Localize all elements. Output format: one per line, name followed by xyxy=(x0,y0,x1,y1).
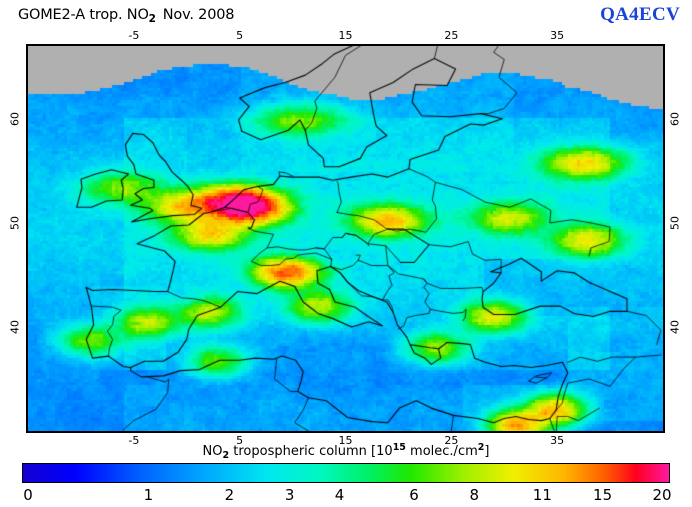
x-top-tick-label: 5 xyxy=(236,29,244,42)
colorbar-tick-label: 6 xyxy=(409,486,419,504)
x-bottom-tick-label: -5 xyxy=(128,434,140,447)
qa4ecv-logo: QA4ECV xyxy=(600,4,680,25)
x-bottom-tick-label: 15 xyxy=(338,434,353,447)
x-top-tick-label: 25 xyxy=(444,29,459,42)
x-top-tick-label: -5 xyxy=(128,29,140,42)
x-top-tick-label: 35 xyxy=(550,29,565,42)
colorbar-gradient xyxy=(23,464,669,482)
colorbar-tick-label: 11 xyxy=(532,486,552,504)
title-subscript: 2 xyxy=(148,13,156,25)
colorbar-tick-label: 0 xyxy=(23,486,33,504)
y-right-tick-label: 60 xyxy=(668,111,682,126)
no2-heatmap-canvas xyxy=(28,46,663,431)
x-top-tick-label: 15 xyxy=(338,29,353,42)
y-left-tick-label: 50 xyxy=(8,215,22,230)
x-bottom-tick-label: 5 xyxy=(236,434,244,447)
map-panel[interactable] xyxy=(26,44,665,433)
colorbar-tick-label: 8 xyxy=(469,486,480,504)
page-title: GOME2-A trop. NO2 Nov. 2008 xyxy=(18,7,235,25)
colorbar-tick-label: 4 xyxy=(334,486,345,504)
x-bottom-tick-label: 35 xyxy=(550,434,565,447)
colorbar-tick-label: 20 xyxy=(652,486,672,504)
colorbar-tick-label: 2 xyxy=(224,486,235,504)
title-period: Nov. 2008 xyxy=(162,7,235,23)
y-right-tick-label: 40 xyxy=(668,319,682,334)
title-instrument: GOME2-A trop. NO xyxy=(18,7,149,23)
y-left-tick-label: 40 xyxy=(8,319,22,334)
colorbar-tick-label: 15 xyxy=(593,486,613,504)
y-right-tick-label: 50 xyxy=(668,215,682,230)
colorbar-tick-label: 3 xyxy=(284,486,295,504)
colorbar-title: NO2 tropospheric column [1015 molec./cm2… xyxy=(202,442,490,461)
y-left-tick-label: 60 xyxy=(8,111,22,126)
colorbar-tick-label: 1 xyxy=(143,486,154,504)
colorbar[interactable] xyxy=(22,463,670,483)
x-bottom-tick-label: 25 xyxy=(444,434,459,447)
